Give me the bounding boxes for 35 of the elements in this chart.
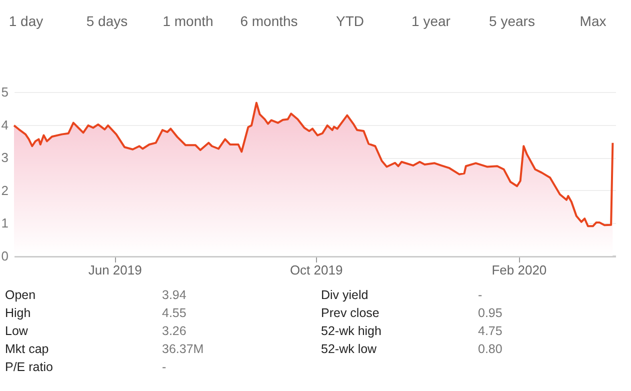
text: Div yield (321, 288, 368, 302)
y-tick-label: 4 (1, 117, 8, 132)
text: 0.95 (478, 306, 502, 320)
text: Low (5, 324, 29, 338)
text: 1 month (162, 13, 214, 29)
text: Prev close (321, 306, 380, 320)
text: Open (5, 288, 36, 302)
y-tick-label: 3 (1, 150, 8, 166)
text: 0.80 (478, 342, 502, 356)
text: 36.37M (162, 342, 204, 356)
x-tick-label: Oct 2019 (290, 262, 343, 278)
text: 1 year (412, 13, 451, 29)
text: P/E ratio (5, 360, 53, 374)
text: 3.94 (162, 288, 186, 302)
text: 4.55 (162, 306, 186, 320)
text: Mkt cap (5, 342, 49, 356)
text: - (162, 360, 166, 374)
text: 5 days (86, 13, 128, 29)
text: 3.26 (162, 324, 186, 338)
text: 6 months (240, 13, 298, 29)
text: 5 years (489, 13, 535, 29)
y-tick-label: 2 (1, 182, 8, 198)
text: 1 day (8, 13, 44, 29)
y-tick-label: 5 (1, 84, 8, 100)
text: YTD (336, 13, 364, 29)
text: Max (580, 13, 606, 29)
text: 52-wk high (321, 324, 382, 338)
text: 4.75 (478, 324, 502, 338)
y-tick-label: 0 (1, 248, 8, 264)
x-tick-label: Feb 2020 (492, 262, 547, 278)
text: 52-wk low (321, 342, 378, 356)
y-tick-label: 1 (1, 216, 8, 231)
text: High (5, 306, 31, 320)
x-tick-label: Jun 2019 (88, 262, 142, 278)
text: - (478, 288, 482, 302)
